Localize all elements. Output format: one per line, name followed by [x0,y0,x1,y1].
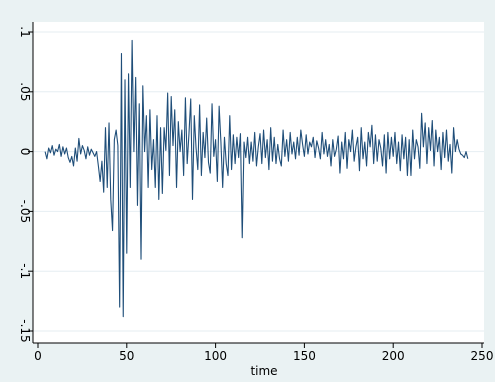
y-tick-label: -.05 [18,200,32,223]
x-tick-label: 150 [293,349,316,363]
x-tick-label: 50 [119,349,134,363]
y-tick-label: .1 [18,26,32,37]
y-tick-label: -.15 [18,319,32,342]
x-tick-label: 0 [34,349,42,363]
plot-area [33,22,484,343]
x-axis-ticks: 0 50 100 150 200 250 [34,343,493,363]
x-tick-label: 200 [382,349,405,363]
x-axis-title: time [250,364,277,378]
y-tick-label: -.1 [18,263,32,279]
series-line-0 [44,39,469,318]
series [44,39,469,318]
y-tick-label: .05 [18,82,32,101]
x-tick-label: 100 [204,349,227,363]
x-tick-label: 250 [471,349,494,363]
y-axis-ticks: .1 .05 0 -.05 -.1 -.15 [18,26,33,343]
axes [32,22,484,344]
y-tick-label: 0 [18,148,32,156]
